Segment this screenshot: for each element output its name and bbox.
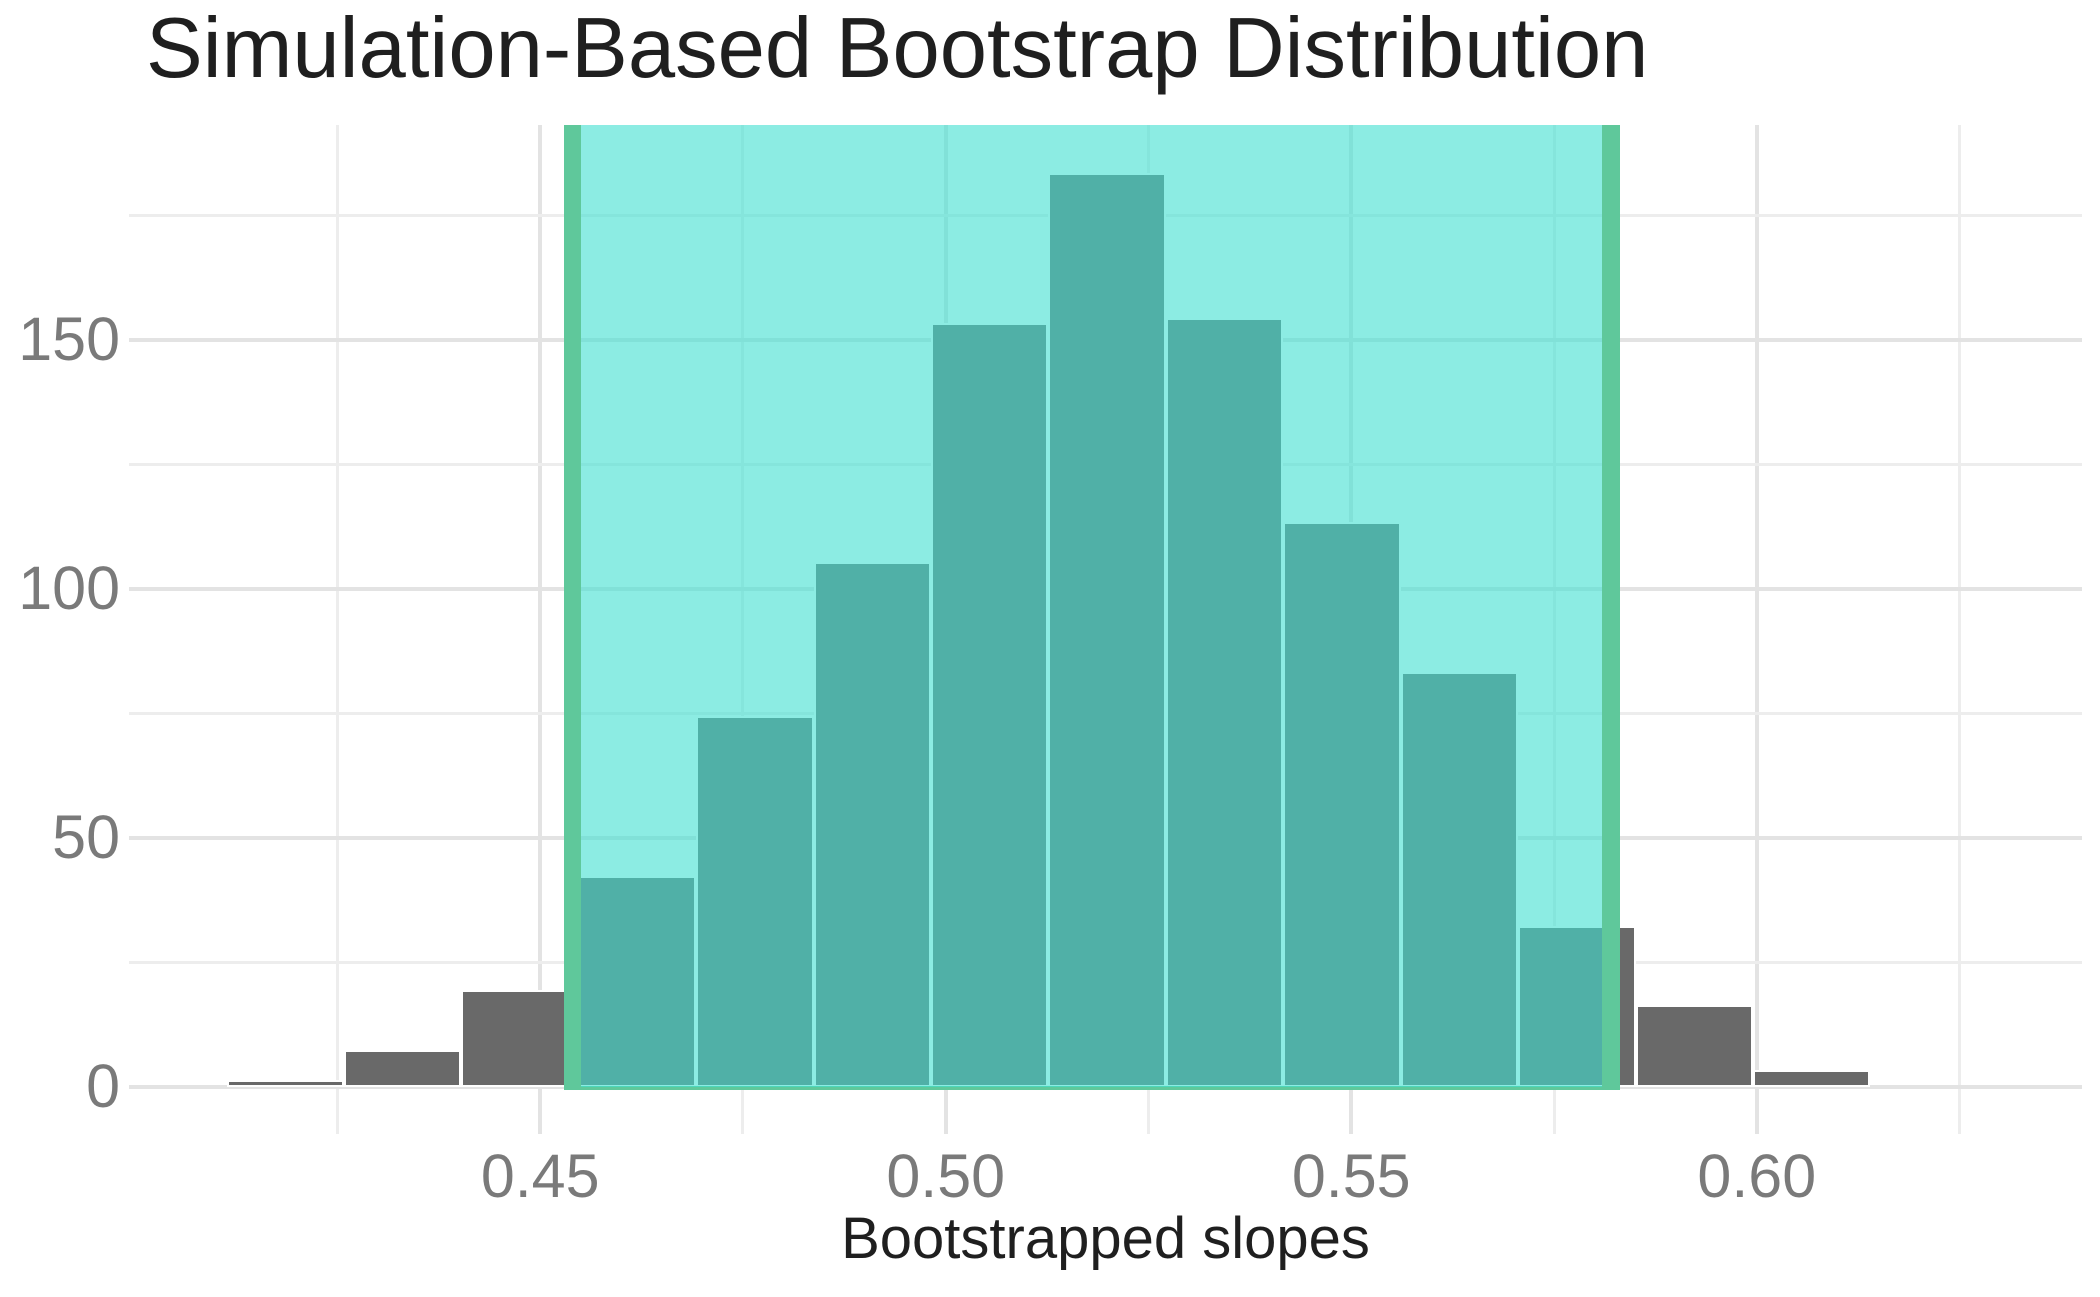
x-minor-gridline [335,125,339,1134]
y-tick-label: 100 [18,553,120,622]
x-tick-label: 0.55 [1291,1142,1411,1210]
histogram-bar [1752,1070,1871,1088]
y-tick-label: 150 [18,304,120,373]
ci-region-baseline [572,1085,1611,1091]
x-tick-label: 0.50 [886,1142,1006,1210]
histogram-bar [226,1080,345,1088]
ci-lower-bound-line [563,125,582,1090]
ci-upper-bound-line [1602,125,1620,1090]
x-major-gridline [1754,125,1759,1134]
ci-shade-region [572,125,1611,1088]
x-major-gridline [538,125,543,1134]
y-tick-label: 50 [52,803,120,872]
histogram-bar [1635,1005,1753,1088]
histogram-bar [344,1050,462,1088]
plot-title: Simulation-Based Bootstrap Distribution [146,1,1649,96]
histogram-bar [461,990,579,1088]
x-tick-label: 0.45 [480,1142,600,1210]
x-axis-title: Bootstrapped slopes [841,1206,1370,1271]
x-minor-gridline [1958,125,1962,1134]
y-tick-label: 0 [86,1052,120,1121]
x-tick-label: 0.60 [1697,1142,1817,1210]
